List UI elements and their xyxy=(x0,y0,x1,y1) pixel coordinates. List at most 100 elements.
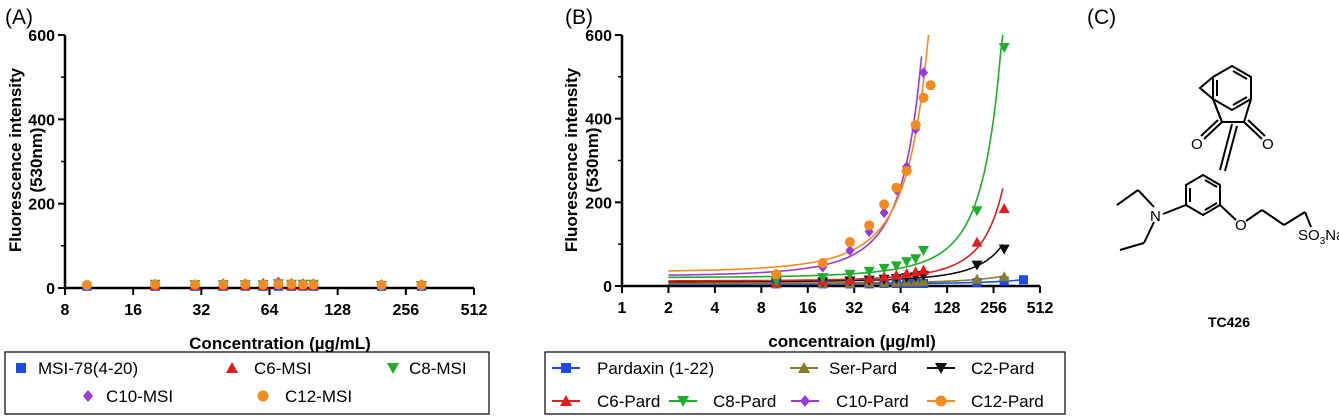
data-point xyxy=(240,279,251,290)
data-point xyxy=(918,245,930,256)
x-tick-label: 256 xyxy=(392,302,419,319)
data-point xyxy=(218,279,229,290)
data-point xyxy=(817,257,828,268)
data-point xyxy=(189,279,200,290)
sulfonate-so: SO xyxy=(1298,227,1320,244)
data-point xyxy=(890,269,902,280)
y-tick-label: 200 xyxy=(28,197,55,214)
data-point xyxy=(998,244,1010,255)
x-tick-label: 8 xyxy=(61,302,70,319)
chart-a-ylabel: Fluorescence intensity xyxy=(6,67,25,252)
legend-item: C12-Pard xyxy=(927,392,1044,411)
data-point xyxy=(879,207,889,219)
legend-item: MSI-78(4-20) xyxy=(16,359,138,378)
data-point xyxy=(273,279,284,290)
data-point xyxy=(879,199,890,210)
legend-label: C10-MSI xyxy=(106,387,173,406)
data-point xyxy=(863,272,875,283)
panel-label-c: (C) xyxy=(1087,6,1116,29)
legend-label: C6-Pard xyxy=(597,392,660,411)
panel-label-a: (A) xyxy=(5,6,33,29)
y-tick-label: 600 xyxy=(585,28,612,45)
fit-line xyxy=(668,188,1004,282)
legend-item: Ser-Pard xyxy=(790,359,897,378)
x-tick-label: 512 xyxy=(1027,300,1054,317)
legend-item: C10-MSI xyxy=(83,387,173,406)
chart-a: Fluorescence intensity (530nm) Concentra… xyxy=(6,28,487,353)
y-tick-label: 200 xyxy=(585,195,612,212)
legend-item: C2-Pard xyxy=(927,359,1034,378)
fit-line xyxy=(668,56,923,276)
y-tick-label: 0 xyxy=(603,279,612,296)
legend-item: C8-Pard xyxy=(669,392,776,411)
x-tick-label: 32 xyxy=(845,300,863,317)
legend-marker xyxy=(226,362,238,373)
indandione-five-ring xyxy=(1198,76,1214,100)
legend-item: Pardaxin (1-22) xyxy=(552,359,714,378)
legend-marker xyxy=(800,395,810,407)
data-point xyxy=(771,269,782,280)
data-point xyxy=(150,279,161,290)
data-point xyxy=(770,276,782,287)
data-point xyxy=(891,182,902,193)
x-tick-label: 16 xyxy=(799,300,817,317)
fit-line xyxy=(668,34,930,272)
data-point xyxy=(918,264,930,275)
compound-name: TC426 xyxy=(1208,314,1250,330)
atom-o-ether: O xyxy=(1235,217,1247,234)
data-point xyxy=(910,119,921,130)
sulfonate-group: SO3Na xyxy=(1298,227,1339,247)
data-point xyxy=(298,279,309,290)
chart-a-xlabel: Concentration (µg/mL) xyxy=(189,334,371,353)
data-point xyxy=(901,165,912,176)
data-point xyxy=(258,279,269,290)
data-point xyxy=(971,236,983,247)
data-point xyxy=(998,43,1010,54)
x-tick-label: 16 xyxy=(124,302,142,319)
legend-label: C6-MSI xyxy=(254,359,312,378)
data-point xyxy=(416,280,427,291)
legend-label: Ser-Pard xyxy=(829,359,897,378)
data-point xyxy=(878,271,890,282)
data-point xyxy=(901,257,913,268)
legend-label: MSI-78(4-20) xyxy=(38,359,138,378)
data-point xyxy=(863,266,875,277)
x-tick-label: 64 xyxy=(892,300,910,317)
legend-marker xyxy=(387,363,399,374)
data-point xyxy=(971,206,983,217)
x-tick-label: 4 xyxy=(710,300,719,317)
legend-marker xyxy=(935,395,947,407)
data-point xyxy=(1018,275,1028,285)
x-tick-label: 32 xyxy=(192,302,210,319)
data-point xyxy=(971,260,983,271)
fit-line xyxy=(668,34,1004,279)
fit-line xyxy=(668,243,1004,283)
atom-o-left: O xyxy=(1191,136,1203,153)
data-point xyxy=(919,67,929,79)
sulfonate-3: 3 xyxy=(1320,236,1326,247)
legend-label: C12-MSI xyxy=(285,387,352,406)
x-tick-label: 512 xyxy=(461,302,488,319)
data-point xyxy=(910,266,922,277)
indandione-benzene-ring xyxy=(1212,64,1252,112)
data-point xyxy=(286,279,297,290)
data-point xyxy=(376,280,387,291)
legend-marker xyxy=(935,363,947,374)
data-point xyxy=(890,261,902,272)
data-point xyxy=(925,80,936,91)
x-tick-label: 1 xyxy=(618,300,627,317)
y-tick-label: 0 xyxy=(46,281,55,298)
tc426-atom-labels: O O N O SO3Na TC426 xyxy=(1150,136,1339,330)
legend-marker xyxy=(257,390,269,402)
data-point xyxy=(308,279,319,290)
data-point xyxy=(817,273,829,284)
x-tick-label: 64 xyxy=(261,302,279,319)
x-tick-label: 128 xyxy=(934,300,961,317)
data-point xyxy=(918,92,929,103)
legend-marker xyxy=(83,390,93,402)
x-tick-label: 2 xyxy=(664,300,673,317)
data-point xyxy=(81,280,92,291)
chart-a-legend: MSI-78(4-20) C6-MSI C8-MSI C10-MSI C12-MSI xyxy=(4,351,490,415)
data-point xyxy=(998,271,1010,282)
